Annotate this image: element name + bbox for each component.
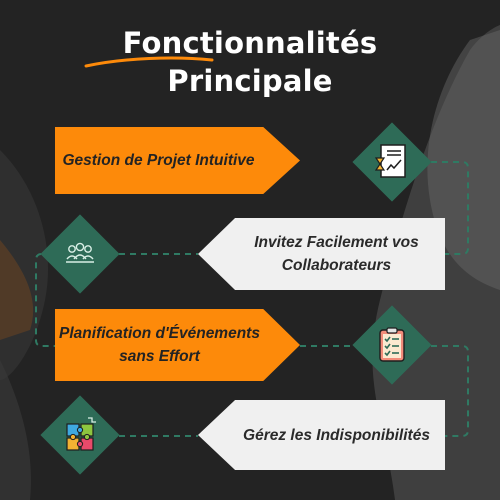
feature-text: Collaborateurs — [281, 257, 392, 274]
document-chart-hourglass-icon — [374, 144, 406, 178]
page-title-line-1: Fonctionnalités — [122, 26, 378, 60]
puzzle-pieces-icon — [66, 417, 96, 451]
feature-banner-project-management: Gestion de Projet Intuitive — [55, 127, 300, 194]
page-title-line-2: Principale — [167, 64, 333, 98]
feature-banner-unavailability: Gérez les Indisponibilités — [198, 400, 445, 470]
team-users-icon — [66, 242, 94, 263]
checklist-clipboard-icon — [379, 327, 405, 362]
title-underline-swoosh — [84, 56, 214, 68]
feature-banner-event-planning: Planification d'Événements sans Effort — [55, 309, 300, 381]
feature-text: Planification d'Événements — [59, 325, 260, 342]
feature-text: Gestion de Projet Intuitive — [62, 152, 255, 169]
feature-banner-invite-collaborators: Invitez Facilement vos Collaborateurs — [198, 218, 445, 290]
feature-text: Invitez Facilement vos — [254, 234, 419, 251]
feature-text: Gérez les Indisponibilités — [243, 426, 430, 444]
feature-text: sans Effort — [119, 348, 200, 365]
